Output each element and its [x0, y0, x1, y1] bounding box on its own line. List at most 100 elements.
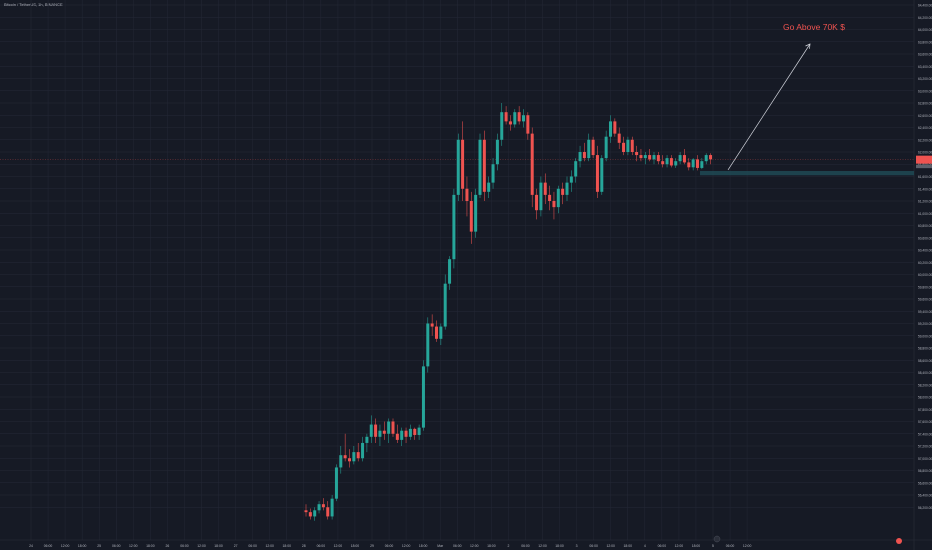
- x-tick-label: 28: [302, 544, 306, 548]
- x-tick-label: 06:00: [180, 544, 189, 548]
- candle-body: [461, 139, 465, 189]
- candle-body: [474, 194, 478, 232]
- candle-body: [682, 155, 686, 163]
- y-tick-label: 62,800.00: [918, 102, 932, 106]
- candle-body: [643, 155, 647, 159]
- candle-body: [495, 139, 499, 165]
- x-tick-label: 18:00: [283, 544, 292, 548]
- x-tick-label: 12:00: [402, 544, 411, 548]
- x-tick-label: 06:00: [317, 544, 326, 548]
- candle-body: [517, 112, 521, 122]
- candle-body: [352, 452, 356, 462]
- y-tick-label: 57,000.00: [918, 457, 932, 461]
- candle-body: [326, 507, 330, 517]
- candle-body: [543, 182, 547, 195]
- candle-body: [387, 421, 391, 434]
- y-tick-label: 58,600.00: [918, 359, 932, 363]
- candle-body: [317, 504, 321, 511]
- current-price-marker: [916, 155, 932, 164]
- candle-body: [408, 428, 412, 437]
- candle-body: [604, 136, 608, 159]
- candle-body: [678, 155, 682, 162]
- y-tick-label: 56,200.00: [918, 506, 932, 510]
- candle-body: [482, 139, 486, 192]
- x-tick-label: 2: [507, 544, 509, 548]
- candle-body: [508, 121, 512, 125]
- candle-body: [630, 139, 634, 152]
- x-tick-label: 12:00: [197, 544, 206, 548]
- candle-body: [321, 504, 325, 508]
- x-tick-label: 06:00: [112, 544, 121, 548]
- candle-body: [704, 155, 708, 162]
- y-tick-label: 61,200.00: [918, 200, 932, 204]
- candle-body: [391, 421, 395, 434]
- y-tick-label: 60,800.00: [918, 224, 932, 228]
- candle-body: [308, 512, 312, 517]
- candle-body: [361, 442, 365, 459]
- candle-body: [574, 161, 578, 177]
- candle-body: [691, 159, 695, 168]
- x-tick-label: Mar: [437, 544, 444, 548]
- candle-body: [417, 427, 421, 435]
- candle-body: [696, 159, 699, 168]
- candle-body: [356, 452, 360, 459]
- y-tick-label: 63,800.00: [918, 40, 932, 44]
- event-marker-icon: [713, 535, 721, 543]
- x-tick-label: 12:00: [129, 544, 138, 548]
- x-tick-label: 06:00: [589, 544, 598, 548]
- x-tick-label: 12:00: [538, 544, 547, 548]
- candle-body: [669, 158, 673, 166]
- y-tick-label: 58,400.00: [918, 371, 932, 375]
- candle-body: [348, 458, 351, 462]
- candle-body: [526, 115, 530, 134]
- candle-body: [400, 430, 404, 440]
- x-tick-label: 12:00: [61, 544, 70, 548]
- y-tick-label: 59,400.00: [918, 310, 932, 314]
- x-tick-label: 06:00: [726, 544, 735, 548]
- candle-body: [548, 194, 552, 201]
- event-marker-icon: [896, 538, 902, 544]
- candle-body: [395, 433, 399, 440]
- candle-body: [465, 188, 469, 201]
- y-tick-label: 64,400.00: [918, 4, 932, 8]
- candle-body: [582, 152, 586, 159]
- x-tick-label: 06:00: [521, 544, 530, 548]
- candle-body: [369, 424, 373, 437]
- candle-body: [404, 430, 408, 437]
- x-tick-label: 12:00: [606, 544, 615, 548]
- candle-body: [334, 467, 338, 499]
- x-tick-label: 06:00: [658, 544, 667, 548]
- candle-body: [613, 121, 617, 134]
- y-tick-label: 62,000.00: [918, 151, 932, 155]
- x-tick-label: 06:00: [44, 544, 53, 548]
- candle-body: [478, 139, 482, 195]
- x-tick-label: 12:00: [334, 544, 343, 548]
- candle-body: [591, 139, 595, 156]
- x-tick-label: 27: [234, 544, 238, 548]
- y-tick-label: 61,600.00: [918, 175, 932, 179]
- candle-body: [487, 182, 491, 192]
- candle-body: [500, 112, 504, 140]
- y-tick-label: 60,200.00: [918, 261, 932, 265]
- y-tick-label: 56,800.00: [918, 469, 932, 473]
- countdown-marker: [916, 164, 932, 169]
- candle-body: [435, 326, 438, 339]
- x-tick-label: 06:00: [453, 544, 462, 548]
- candle-body: [378, 430, 382, 437]
- projection-arrow-line: [727, 43, 811, 171]
- candle-body: [609, 121, 612, 137]
- candle-body: [448, 259, 452, 284]
- y-tick-label: 56,600.00: [918, 481, 932, 485]
- candle-body: [413, 428, 417, 435]
- candle-body: [469, 201, 473, 232]
- y-tick-label: 62,600.00: [918, 114, 932, 118]
- x-tick-label: 12:00: [265, 544, 274, 548]
- candle-body: [374, 424, 378, 437]
- candle-body: [569, 176, 573, 183]
- x-tick-label: 18:00: [78, 544, 87, 548]
- y-tick-label: 60,600.00: [918, 236, 932, 240]
- x-tick-label: 06:00: [385, 544, 394, 548]
- candle-body: [539, 182, 543, 211]
- candle-body: [430, 323, 434, 327]
